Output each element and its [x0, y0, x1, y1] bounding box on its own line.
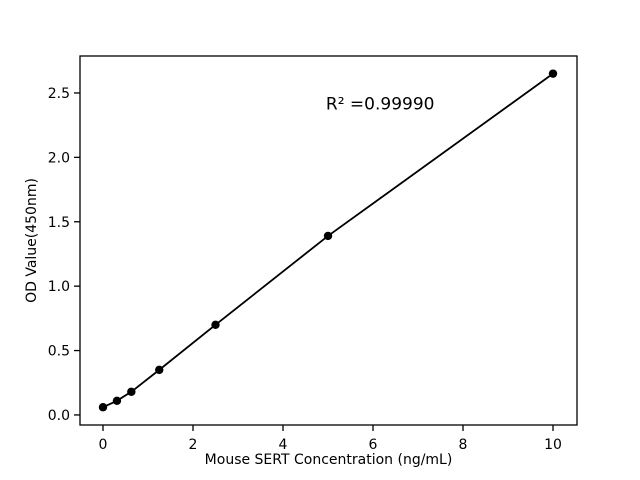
data-point [155, 365, 164, 375]
data-point [548, 69, 558, 78]
y-tick-label: 1.0 [48, 279, 70, 295]
y-axis-ticks: 0.0 0.5 1.0 1.5 2.0 2.5 [48, 86, 80, 424]
x-tick-label: 2 [189, 437, 198, 453]
data-point [323, 231, 333, 241]
y-tick-label: 2.0 [48, 150, 70, 166]
data-point [112, 396, 122, 405]
plot-area [79, 55, 578, 426]
y-tick-label: 2.5 [48, 86, 70, 102]
x-tick-label: 8 [459, 437, 468, 453]
x-tick-label: 0 [99, 437, 108, 453]
y-axis-label: OD Value(450nm) [24, 178, 40, 303]
y-tick-label: 0.5 [48, 344, 70, 360]
fit-line [102, 72, 554, 409]
x-tick-label: 4 [279, 437, 288, 453]
data-point [211, 320, 220, 329]
x-tick-label: 10 [544, 437, 562, 453]
x-tick-label: 6 [369, 437, 378, 453]
y-tick-label: 0.0 [48, 408, 70, 424]
data-point [127, 387, 136, 396]
data-series [98, 69, 558, 412]
x-axis-ticks: 0 2 4 6 8 10 [99, 425, 562, 453]
x-axis-label: Mouse SERT Concentration (ng/mL) [205, 452, 453, 468]
r-squared-annotation: R² =0.99990 [326, 94, 435, 114]
data-point [98, 403, 108, 412]
y-tick-label: 1.5 [48, 215, 70, 231]
